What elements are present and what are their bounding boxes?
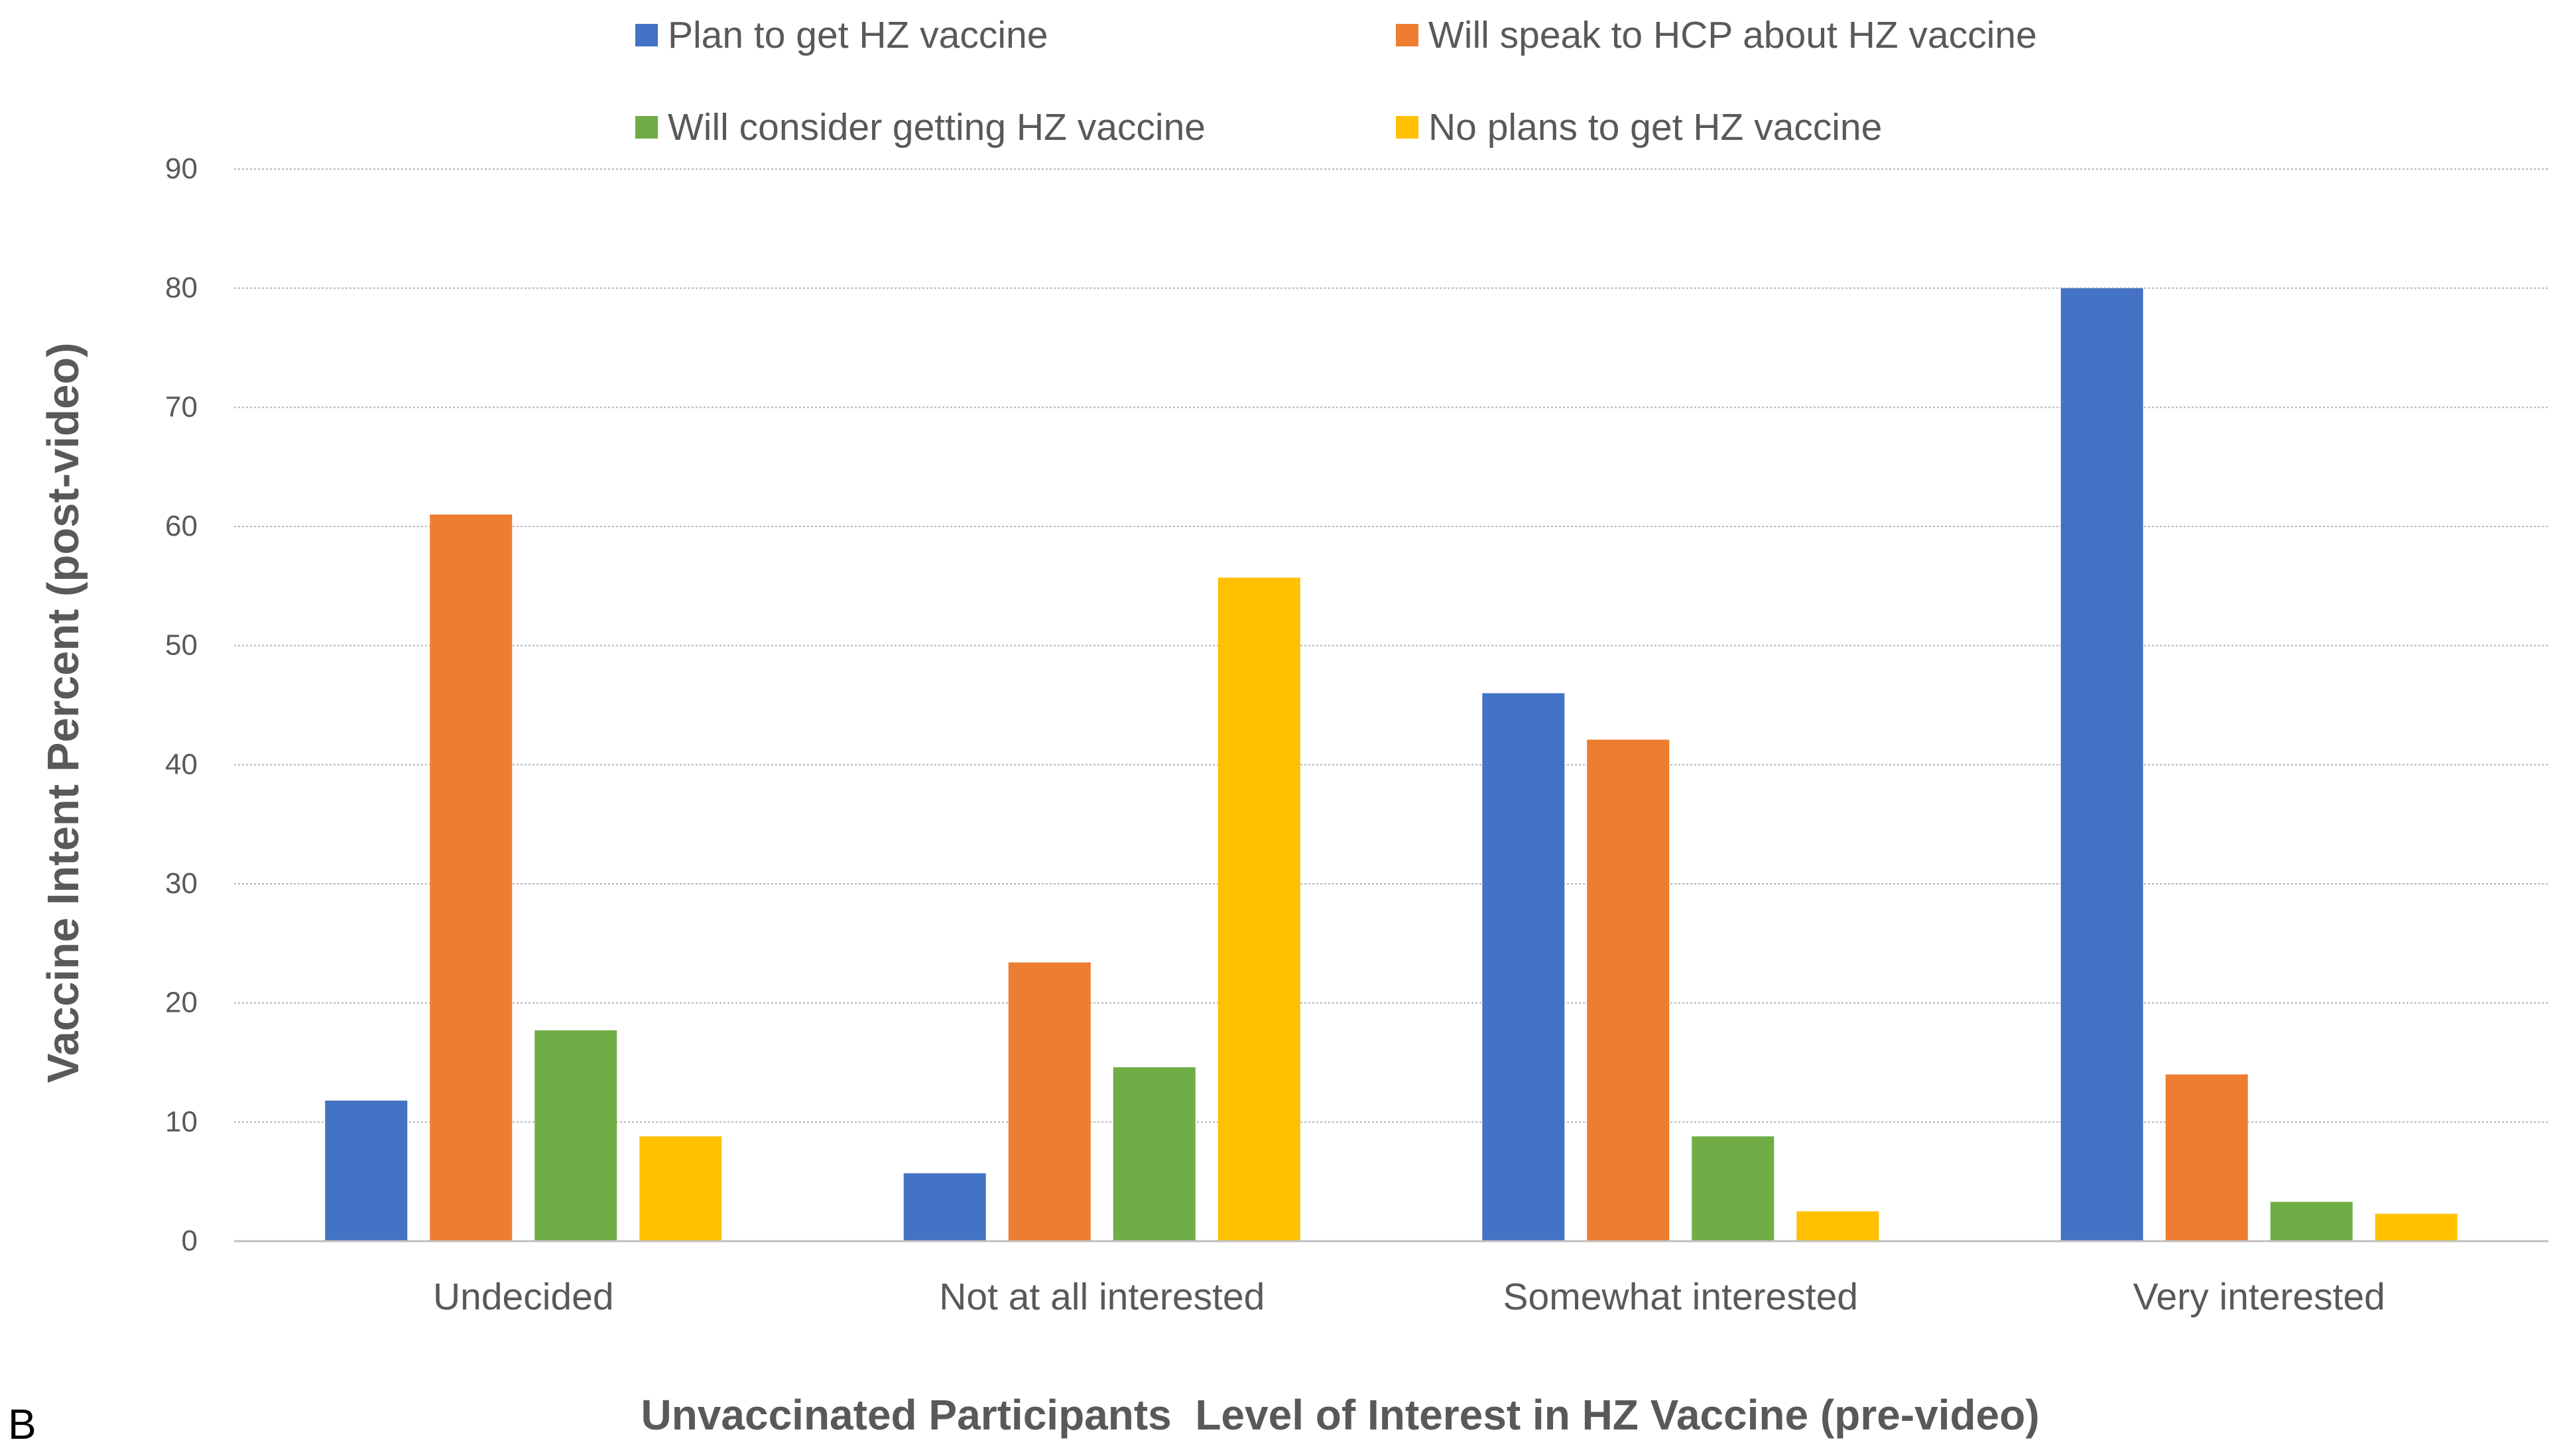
bar — [903, 1173, 986, 1241]
x-tick-label: Not at all interested — [939, 1276, 1265, 1318]
bar — [2270, 1201, 2353, 1241]
y-tick-label: 90 — [165, 152, 198, 185]
legend-label: Will consider getting HZ vaccine — [668, 106, 1206, 149]
bar — [639, 1136, 722, 1241]
bar — [430, 515, 513, 1241]
legend-swatch — [635, 24, 658, 46]
y-tick-label: 60 — [165, 510, 198, 542]
legend-swatch — [1396, 24, 1418, 46]
y-axis-label: Vaccine Intent Percent (post-video) — [38, 343, 88, 1083]
bar — [1218, 577, 1300, 1241]
y-tick-label: 0 — [182, 1225, 198, 1257]
bar — [1587, 739, 1670, 1241]
legend-swatch — [635, 116, 658, 139]
y-tick-label: 20 — [165, 987, 198, 1019]
y-tick-label: 80 — [165, 272, 198, 304]
bar — [1008, 962, 1091, 1241]
bar — [2375, 1213, 2458, 1241]
bars — [325, 288, 2458, 1242]
legend-label: No plans to get HZ vaccine — [1428, 106, 1882, 149]
y-axis-ticks: 0 10 20 30 40 50 60 70 80 90 — [165, 152, 198, 1257]
panel-label: B — [8, 1400, 36, 1448]
legend-label: Plan to get HZ vaccine — [668, 14, 1048, 56]
y-tick-label: 30 — [165, 867, 198, 900]
bar — [2060, 288, 2143, 1242]
gridlines — [234, 168, 2548, 1123]
x-tick-label: Undecided — [433, 1276, 614, 1318]
y-tick-label: 10 — [165, 1105, 198, 1138]
bar — [1796, 1211, 1879, 1241]
x-tick-label: Very interested — [2133, 1276, 2385, 1318]
y-tick-label: 40 — [165, 748, 198, 780]
bar — [1692, 1136, 1775, 1241]
legend: Plan to get HZ vaccine Will speak to HCP … — [635, 14, 2037, 149]
y-tick-label: 70 — [165, 391, 198, 423]
bar — [534, 1030, 617, 1241]
bar — [1482, 693, 1565, 1241]
x-tick-label: Somewhat interested — [1503, 1276, 1858, 1318]
bar — [325, 1100, 408, 1241]
y-tick-label: 50 — [165, 629, 198, 662]
legend-label: Will speak to HCP about HZ vaccine — [1428, 14, 2037, 56]
legend-swatch — [1396, 116, 1418, 139]
x-axis-ticks: Undecided Not at all interested Somewhat i… — [433, 1276, 2385, 1318]
bar — [2165, 1074, 2248, 1241]
bar — [1113, 1067, 1196, 1241]
x-axis-label: Unvaccinated Participants Level of Inter… — [641, 1391, 2039, 1439]
